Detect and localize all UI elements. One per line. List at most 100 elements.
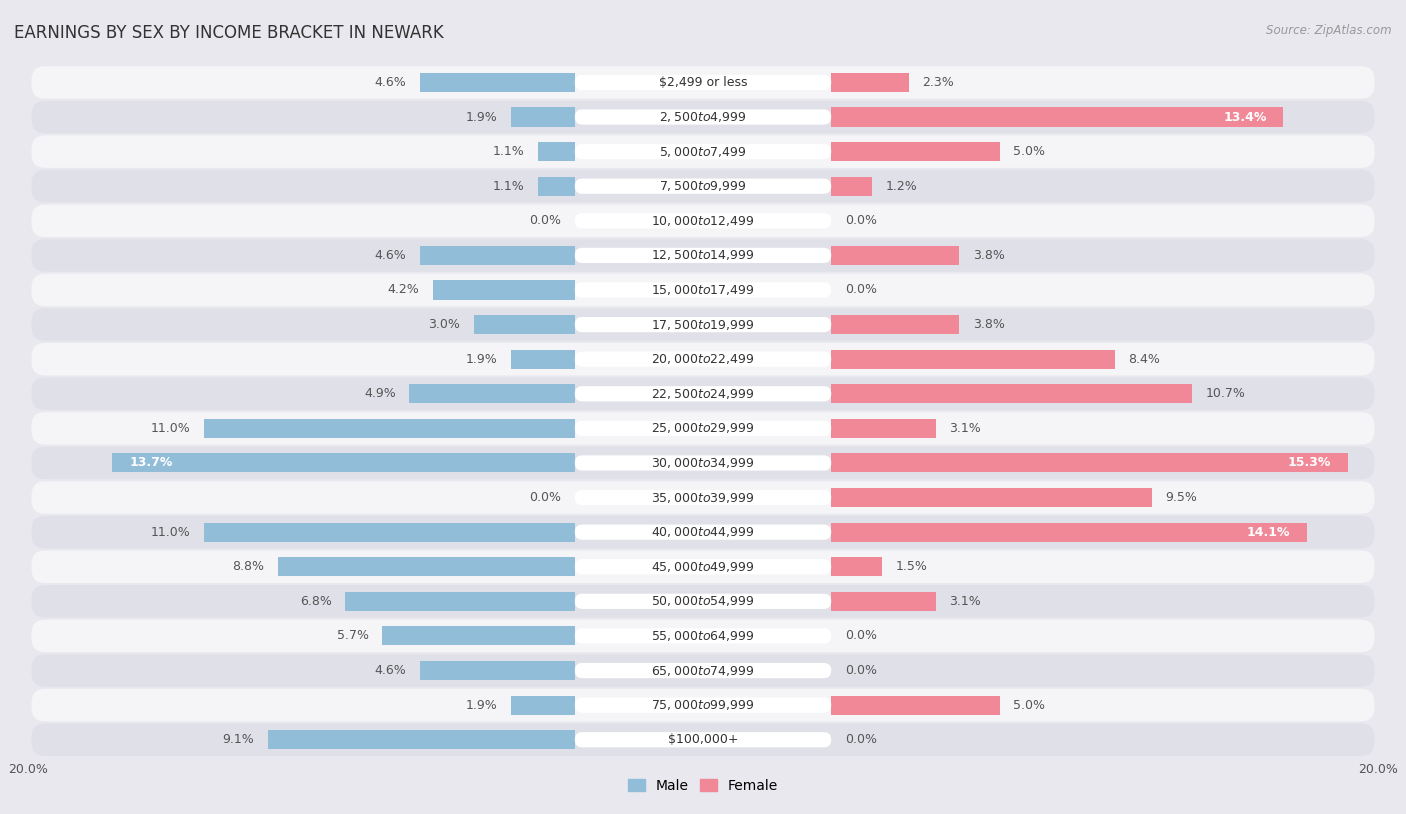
- Text: 1.2%: 1.2%: [886, 180, 917, 193]
- Bar: [433, 281, 575, 300]
- Text: $5,000 to $7,499: $5,000 to $7,499: [659, 145, 747, 159]
- FancyBboxPatch shape: [575, 559, 831, 575]
- Text: 14.1%: 14.1%: [1247, 526, 1291, 539]
- Text: 5.0%: 5.0%: [1014, 145, 1046, 158]
- FancyBboxPatch shape: [575, 109, 831, 125]
- FancyBboxPatch shape: [575, 490, 831, 505]
- Bar: [510, 350, 575, 369]
- FancyBboxPatch shape: [575, 247, 831, 263]
- Bar: [831, 246, 959, 265]
- Text: 5.7%: 5.7%: [337, 629, 368, 642]
- Text: 1.5%: 1.5%: [896, 560, 927, 573]
- Text: 8.8%: 8.8%: [232, 560, 264, 573]
- Text: $15,000 to $17,499: $15,000 to $17,499: [651, 283, 755, 297]
- FancyBboxPatch shape: [575, 421, 831, 436]
- FancyBboxPatch shape: [31, 135, 1375, 168]
- Bar: [831, 142, 1000, 161]
- FancyBboxPatch shape: [31, 412, 1375, 444]
- Bar: [831, 73, 908, 92]
- FancyBboxPatch shape: [31, 239, 1375, 272]
- Text: 0.0%: 0.0%: [845, 629, 877, 642]
- Bar: [112, 453, 575, 472]
- Text: 3.0%: 3.0%: [429, 318, 460, 331]
- Text: 1.9%: 1.9%: [465, 111, 498, 124]
- Text: $45,000 to $49,999: $45,000 to $49,999: [651, 560, 755, 574]
- Text: 3.1%: 3.1%: [949, 595, 981, 608]
- FancyBboxPatch shape: [31, 170, 1375, 203]
- Text: $100,000+: $100,000+: [668, 733, 738, 746]
- Bar: [204, 523, 575, 541]
- Text: 15.3%: 15.3%: [1288, 457, 1330, 470]
- Bar: [831, 523, 1308, 541]
- Bar: [267, 730, 575, 749]
- Text: 3.8%: 3.8%: [973, 249, 1005, 262]
- Text: $7,500 to $9,999: $7,500 to $9,999: [659, 179, 747, 193]
- Text: 4.2%: 4.2%: [388, 283, 419, 296]
- Bar: [346, 592, 575, 610]
- FancyBboxPatch shape: [575, 75, 831, 90]
- Bar: [831, 384, 1192, 403]
- Text: 13.7%: 13.7%: [129, 457, 173, 470]
- Text: $10,000 to $12,499: $10,000 to $12,499: [651, 214, 755, 228]
- Text: $50,000 to $54,999: $50,000 to $54,999: [651, 594, 755, 608]
- FancyBboxPatch shape: [31, 343, 1375, 375]
- Bar: [831, 315, 959, 334]
- Text: $22,500 to $24,999: $22,500 to $24,999: [651, 387, 755, 400]
- FancyBboxPatch shape: [31, 274, 1375, 306]
- FancyBboxPatch shape: [575, 144, 831, 160]
- FancyBboxPatch shape: [575, 213, 831, 229]
- Text: $2,500 to $4,999: $2,500 to $4,999: [659, 110, 747, 124]
- FancyBboxPatch shape: [575, 593, 831, 609]
- Bar: [831, 107, 1284, 126]
- Text: 0.0%: 0.0%: [845, 214, 877, 227]
- Bar: [537, 142, 575, 161]
- Text: $20,000 to $22,499: $20,000 to $22,499: [651, 352, 755, 366]
- Text: 2.3%: 2.3%: [922, 76, 955, 89]
- Bar: [510, 107, 575, 126]
- Text: 4.6%: 4.6%: [374, 249, 406, 262]
- Bar: [409, 384, 575, 403]
- Text: $25,000 to $29,999: $25,000 to $29,999: [651, 422, 755, 435]
- FancyBboxPatch shape: [575, 732, 831, 747]
- FancyBboxPatch shape: [575, 178, 831, 194]
- FancyBboxPatch shape: [575, 352, 831, 367]
- Bar: [831, 696, 1000, 715]
- Text: 9.5%: 9.5%: [1166, 491, 1197, 504]
- Text: 0.0%: 0.0%: [845, 733, 877, 746]
- Text: 5.0%: 5.0%: [1014, 698, 1046, 711]
- Text: 10.7%: 10.7%: [1206, 387, 1246, 400]
- Text: 1.1%: 1.1%: [492, 180, 524, 193]
- Text: 1.9%: 1.9%: [465, 698, 498, 711]
- Text: 3.1%: 3.1%: [949, 422, 981, 435]
- Bar: [831, 592, 936, 610]
- Text: 0.0%: 0.0%: [845, 664, 877, 677]
- Text: $35,000 to $39,999: $35,000 to $39,999: [651, 491, 755, 505]
- Text: $17,500 to $19,999: $17,500 to $19,999: [651, 317, 755, 331]
- Bar: [831, 350, 1115, 369]
- Bar: [474, 315, 575, 334]
- FancyBboxPatch shape: [31, 309, 1375, 341]
- FancyBboxPatch shape: [31, 550, 1375, 583]
- Bar: [831, 419, 936, 438]
- Text: $40,000 to $44,999: $40,000 to $44,999: [651, 525, 755, 539]
- Text: $2,499 or less: $2,499 or less: [659, 76, 747, 89]
- Text: $55,000 to $64,999: $55,000 to $64,999: [651, 629, 755, 643]
- Text: $30,000 to $34,999: $30,000 to $34,999: [651, 456, 755, 470]
- FancyBboxPatch shape: [575, 282, 831, 298]
- FancyBboxPatch shape: [31, 378, 1375, 410]
- FancyBboxPatch shape: [31, 481, 1375, 514]
- Text: 0.0%: 0.0%: [529, 214, 561, 227]
- Bar: [510, 696, 575, 715]
- FancyBboxPatch shape: [31, 204, 1375, 237]
- Text: Source: ZipAtlas.com: Source: ZipAtlas.com: [1267, 24, 1392, 37]
- Text: 4.6%: 4.6%: [374, 76, 406, 89]
- Bar: [419, 73, 575, 92]
- Text: $12,500 to $14,999: $12,500 to $14,999: [651, 248, 755, 262]
- Text: 3.8%: 3.8%: [973, 318, 1005, 331]
- FancyBboxPatch shape: [575, 628, 831, 644]
- Bar: [204, 419, 575, 438]
- Text: EARNINGS BY SEX BY INCOME BRACKET IN NEWARK: EARNINGS BY SEX BY INCOME BRACKET IN NEW…: [14, 24, 444, 42]
- Legend: Male, Female: Male, Female: [623, 773, 783, 799]
- Bar: [419, 246, 575, 265]
- Text: 4.9%: 4.9%: [364, 387, 396, 400]
